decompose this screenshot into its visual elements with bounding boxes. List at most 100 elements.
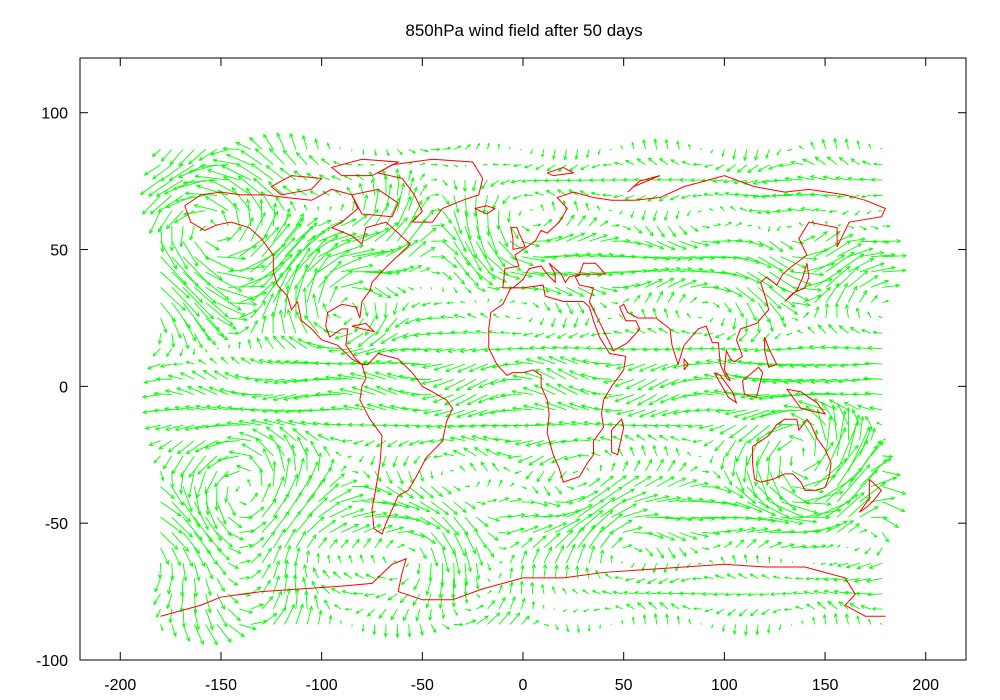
- wind-vector: [452, 563, 457, 589]
- wind-vector: [746, 286, 768, 307]
- wind-vector: [803, 544, 818, 549]
- wind-vector: [681, 161, 691, 166]
- wind-vector: [442, 287, 445, 293]
- wind-vector: [169, 226, 175, 252]
- wind-vector: [464, 501, 477, 510]
- wind-vector: [568, 402, 590, 411]
- wind-vector: [608, 209, 612, 212]
- wind-vector: [664, 423, 680, 429]
- wind-vector: [385, 539, 394, 549]
- wind-vector: [329, 232, 358, 242]
- wind-vector: [862, 376, 883, 381]
- wind-vector: [408, 265, 423, 273]
- wind-vector: [239, 309, 258, 319]
- wind-vector: [738, 424, 759, 443]
- wind-vector: [613, 330, 623, 334]
- y-tick-label: 0: [59, 379, 68, 396]
- wind-vector: [722, 624, 725, 633]
- wind-vector: [490, 179, 500, 187]
- wind-vector: [697, 210, 702, 213]
- wind-vector: [698, 424, 714, 430]
- wind-vector: [540, 345, 556, 350]
- wind-vector: [769, 302, 785, 322]
- wind-vector: [749, 608, 759, 617]
- wind-vector: [363, 592, 375, 597]
- wind-vector: [316, 552, 321, 564]
- wind-vector: [392, 455, 398, 468]
- wind-vector: [385, 217, 408, 242]
- wind-vector: [189, 225, 195, 241]
- wind-vector: [188, 455, 207, 478]
- wind-vector: [768, 556, 771, 564]
- wind-vector: [306, 460, 319, 487]
- wind-vector: [577, 524, 596, 549]
- wind-vector: [769, 256, 795, 273]
- wind-vector: [475, 532, 487, 549]
- wind-vector: [391, 332, 409, 342]
- wind-vector: [838, 325, 849, 334]
- wind-vector: [755, 554, 759, 564]
- wind-vector: [385, 149, 390, 157]
- wind-vector: [532, 513, 554, 519]
- wind-vector: [667, 547, 676, 559]
- coastline-arctic-islands: [270, 175, 323, 196]
- wind-vector: [397, 149, 403, 156]
- wind-vector: [511, 389, 533, 396]
- wind-vector: [562, 608, 567, 612]
- wind-vector: [645, 291, 652, 303]
- wind-vector: [502, 163, 511, 167]
- wind-vector: [457, 424, 477, 429]
- wind-vector: [631, 141, 635, 150]
- x-tick-label: -50: [411, 677, 434, 694]
- wind-vector: [295, 222, 318, 242]
- wind-vector: [473, 195, 478, 218]
- wind-vector: [397, 286, 407, 293]
- wind-vector: [475, 547, 484, 567]
- wind-vector: [387, 387, 409, 396]
- wind-vector: [354, 403, 375, 411]
- wind-vector: [307, 408, 330, 413]
- wind-vector: [599, 464, 603, 472]
- wind-vector: [758, 592, 770, 597]
- wind-vector: [306, 267, 318, 303]
- wind-vector: [664, 445, 669, 456]
- wind-vector: [882, 268, 907, 273]
- wind-vector: [228, 302, 258, 307]
- wind-vector: [314, 138, 319, 150]
- wind-vector: [652, 210, 658, 222]
- wind-vector: [814, 286, 831, 303]
- wind-vector: [752, 179, 770, 186]
- wind-vector: [723, 302, 732, 313]
- wind-vector: [531, 563, 536, 579]
- wind-vector: [180, 455, 195, 478]
- wind-vector: [263, 418, 285, 426]
- wind-vector: [412, 593, 421, 607]
- wind-vector: [478, 378, 500, 389]
- wind-vector: [670, 603, 680, 610]
- wind-vector: [588, 286, 607, 295]
- wind-vector: [160, 286, 186, 311]
- wind-vector: [329, 244, 364, 258]
- wind-vector: [622, 177, 635, 182]
- wind-vector: [361, 624, 365, 633]
- wind-vector: [471, 434, 488, 441]
- wind-vector: [522, 404, 545, 411]
- wind-vector: [791, 302, 812, 307]
- wind-vector: [295, 546, 301, 564]
- wind-vector: [731, 455, 737, 477]
- wind-vector: [374, 222, 399, 242]
- wind-vector: [453, 241, 470, 267]
- wind-vector: [859, 481, 887, 503]
- wind-vector: [205, 302, 234, 326]
- wind-vector: [205, 317, 225, 338]
- wind-vector: [756, 317, 762, 334]
- wind-vector: [744, 624, 749, 636]
- wind-vector: [633, 475, 652, 487]
- wind-vector: [261, 223, 291, 257]
- wind-vector: [595, 569, 601, 579]
- wind-vector: [824, 302, 830, 319]
- wind-vector: [430, 501, 450, 516]
- wind-vector: [475, 142, 480, 150]
- wind-vector: [792, 591, 804, 595]
- wind-vector: [284, 409, 308, 414]
